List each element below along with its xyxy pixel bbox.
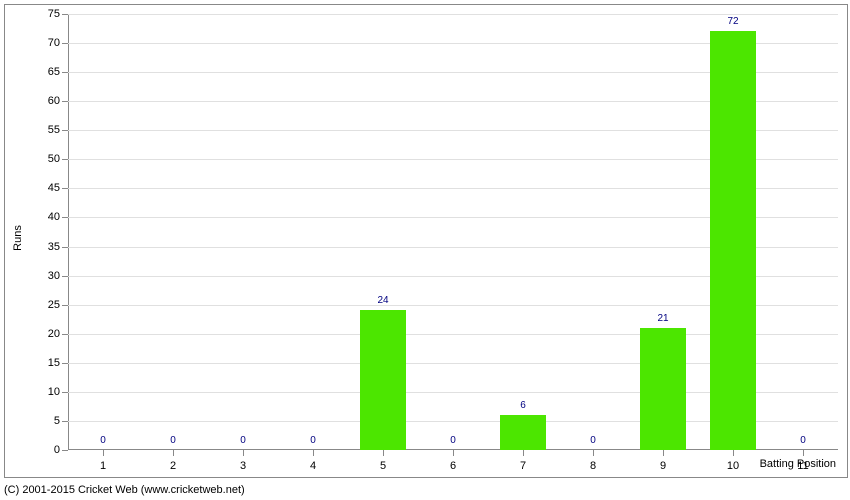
- y-axis-label: Runs: [12, 225, 24, 251]
- y-tick-label: 25: [30, 299, 60, 311]
- y-tick-label: 65: [30, 66, 60, 78]
- y-tick-label: 45: [30, 182, 60, 194]
- y-tick-label: 40: [30, 211, 60, 223]
- bar-value-label: 0: [170, 435, 176, 446]
- y-tick: [62, 334, 68, 335]
- y-tick: [62, 421, 68, 422]
- x-axis-label: Batting Position: [760, 458, 836, 470]
- y-tick: [62, 392, 68, 393]
- bar: [500, 415, 546, 450]
- x-tick: [103, 450, 104, 456]
- y-tick-label: 70: [30, 37, 60, 49]
- chart-container: 102030405246076809211072110 Runs Batting…: [0, 0, 850, 500]
- y-tick: [62, 450, 68, 451]
- bar-value-label: 6: [520, 400, 526, 411]
- x-tick-label: 3: [240, 460, 246, 472]
- x-tick-label: 4: [310, 460, 316, 472]
- copyright-text: (C) 2001-2015 Cricket Web (www.cricketwe…: [4, 484, 245, 496]
- y-tick: [62, 247, 68, 248]
- plot-area: 102030405246076809211072110: [68, 14, 838, 450]
- x-tick: [733, 450, 734, 456]
- y-tick: [62, 363, 68, 364]
- bar: [710, 31, 756, 450]
- x-tick-label: 9: [660, 460, 666, 472]
- y-tick-label: 10: [30, 386, 60, 398]
- y-tick-label: 5: [30, 415, 60, 427]
- x-tick: [593, 450, 594, 456]
- y-tick: [62, 188, 68, 189]
- bar-value-label: 0: [800, 435, 806, 446]
- x-tick-label: 6: [450, 460, 456, 472]
- y-tick-label: 35: [30, 241, 60, 253]
- x-tick: [383, 450, 384, 456]
- bar-value-label: 24: [377, 295, 388, 306]
- bar: [360, 310, 406, 450]
- y-tick: [62, 14, 68, 15]
- y-tick-label: 0: [30, 444, 60, 456]
- x-tick: [313, 450, 314, 456]
- y-tick-label: 60: [30, 95, 60, 107]
- bar-value-label: 0: [100, 435, 106, 446]
- x-tick-label: 2: [170, 460, 176, 472]
- y-tick-label: 55: [30, 124, 60, 136]
- y-tick-label: 20: [30, 328, 60, 340]
- y-tick: [62, 101, 68, 102]
- x-tick: [523, 450, 524, 456]
- x-tick-label: 5: [380, 460, 386, 472]
- y-tick: [62, 130, 68, 131]
- x-tick: [663, 450, 664, 456]
- y-tick-label: 75: [30, 8, 60, 20]
- x-tick-label: 7: [520, 460, 526, 472]
- y-tick: [62, 43, 68, 44]
- bar-value-label: 72: [727, 16, 738, 27]
- y-tick: [62, 276, 68, 277]
- bar-value-label: 0: [450, 435, 456, 446]
- x-tick: [453, 450, 454, 456]
- bar-value-label: 0: [310, 435, 316, 446]
- y-axis: [68, 14, 69, 450]
- y-tick: [62, 305, 68, 306]
- bar: [640, 328, 686, 450]
- y-tick: [62, 159, 68, 160]
- bar-value-label: 21: [657, 313, 668, 324]
- y-tick: [62, 217, 68, 218]
- bar-value-label: 0: [240, 435, 246, 446]
- y-tick-label: 30: [30, 270, 60, 282]
- bar-value-label: 0: [590, 435, 596, 446]
- x-tick-label: 8: [590, 460, 596, 472]
- x-tick-label: 1: [100, 460, 106, 472]
- x-tick: [173, 450, 174, 456]
- x-tick: [243, 450, 244, 456]
- x-tick: [803, 450, 804, 456]
- x-tick-label: 10: [727, 460, 739, 472]
- grid-line: [68, 14, 838, 15]
- y-tick-label: 50: [30, 153, 60, 165]
- y-tick-label: 15: [30, 357, 60, 369]
- y-tick: [62, 72, 68, 73]
